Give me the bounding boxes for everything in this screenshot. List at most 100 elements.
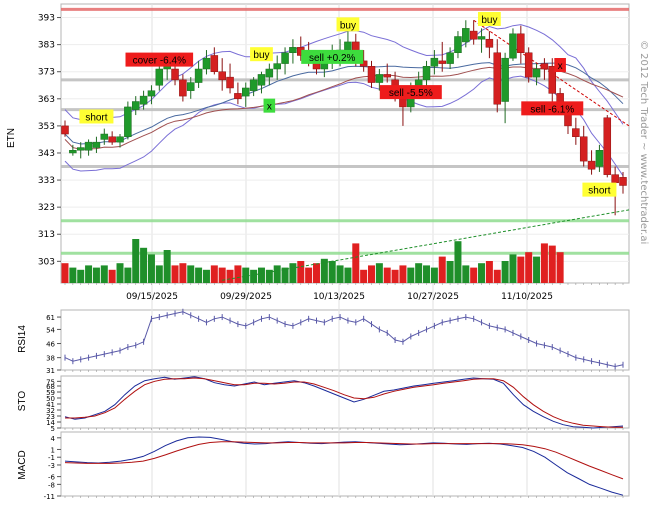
volume-bar — [493, 269, 501, 283]
macd-signal-line — [64, 441, 624, 480]
macd-tick-label: 1 — [51, 446, 55, 454]
candle-body — [422, 66, 431, 81]
volume-bar — [328, 261, 336, 283]
candle-body — [501, 57, 509, 102]
sto-k-line — [64, 376, 624, 429]
candle-body — [202, 57, 211, 70]
volume-bar — [85, 265, 93, 283]
volume-bar — [336, 265, 344, 283]
candle-body — [186, 82, 195, 91]
volume-bar — [462, 265, 470, 283]
volume-bar — [289, 263, 297, 283]
candle-body — [210, 55, 219, 72]
volume-bar — [454, 241, 462, 283]
watermark-text: © 2012 Tech Trader ~ www.techtrader.ai — [638, 40, 649, 244]
volume-bar — [485, 261, 493, 283]
candle-body — [477, 36, 486, 40]
volume-bar — [407, 267, 415, 283]
candle-body — [493, 52, 502, 105]
signal-badge — [477, 11, 501, 26]
falling-trendline — [473, 19, 630, 127]
candle-body — [462, 28, 470, 43]
candle-body — [179, 79, 187, 97]
volume-bar — [430, 267, 438, 283]
volume-bar — [478, 263, 486, 283]
signal-label: short — [588, 186, 610, 197]
volume-bar — [163, 250, 171, 283]
volume-bar — [399, 265, 407, 283]
volume-bar — [540, 243, 548, 283]
candle-body — [367, 66, 376, 83]
macd-tick-label: -11 — [44, 493, 55, 501]
volume-bar — [320, 258, 328, 283]
candle-body — [273, 63, 281, 70]
rsi-line — [64, 311, 624, 368]
candle-body — [116, 136, 124, 143]
price-tick-label: 373 — [38, 68, 55, 78]
volume-bar — [297, 261, 305, 283]
macd-tick-label: -8 — [48, 481, 55, 489]
volume-bar — [423, 265, 431, 283]
panel-frame — [60, 309, 630, 371]
volume-bar — [140, 247, 148, 283]
volume-bar — [305, 267, 313, 283]
macd-tick-label: -1 — [48, 454, 55, 462]
price-tick-label: 323 — [38, 203, 55, 213]
volume-bar — [155, 265, 163, 283]
price-tick-label: 363 — [38, 95, 55, 105]
volume-bar — [187, 265, 195, 283]
candle-body — [446, 52, 454, 64]
signal-badge — [250, 47, 273, 62]
candle-body — [234, 93, 242, 100]
candle-body — [218, 71, 226, 81]
candle-body — [548, 66, 557, 94]
candle-body — [242, 87, 250, 97]
candle-body — [76, 147, 85, 151]
volume-bar — [218, 267, 226, 283]
candle-body — [265, 68, 274, 78]
candle-body — [281, 52, 289, 64]
candlesticks — [61, 20, 627, 216]
signal-label: short — [85, 112, 107, 123]
price-tick-label: 313 — [38, 230, 55, 240]
rsi-axis-label: RSI14 — [17, 325, 28, 353]
candle-body — [155, 68, 164, 86]
volume-bar — [375, 263, 383, 283]
horizontal-levels — [61, 7, 629, 255]
price-tick-label: 333 — [38, 176, 55, 186]
rsi-tick-label: 61 — [46, 314, 55, 322]
signal-label: buy — [481, 15, 497, 26]
macd-axis-label: MACD — [17, 450, 28, 479]
candle-body — [438, 60, 446, 64]
volume-bars — [61, 239, 564, 283]
volume-bar — [509, 254, 517, 283]
candle-body — [139, 95, 148, 105]
volume-bar — [147, 254, 155, 283]
candle-body — [587, 160, 596, 170]
signal-badge — [125, 52, 194, 67]
signal-label: buy — [340, 20, 356, 31]
rsi-tick-label: 54 — [46, 326, 55, 334]
volume-bar — [179, 263, 187, 283]
candle-body — [344, 41, 352, 51]
volume-bar — [525, 252, 533, 283]
volume-bar — [124, 267, 132, 283]
volume-bar — [61, 263, 69, 283]
signal-badge — [301, 49, 364, 64]
candle-body — [84, 141, 93, 151]
volume-bar — [171, 265, 179, 283]
price-tick-label: 303 — [38, 257, 55, 267]
sto-tick-label: 5 — [51, 425, 55, 433]
candle-body — [61, 125, 69, 135]
signal-badge — [582, 182, 617, 197]
candle-body — [194, 68, 203, 83]
candle-body — [469, 30, 478, 40]
volume-bar — [210, 265, 218, 283]
signal-badge — [554, 58, 566, 73]
sto-axis-label: STO — [17, 391, 28, 412]
candle-body — [532, 68, 541, 78]
signal-label: x — [267, 102, 272, 113]
lower-band-line — [64, 75, 624, 176]
candle-body — [611, 174, 619, 184]
